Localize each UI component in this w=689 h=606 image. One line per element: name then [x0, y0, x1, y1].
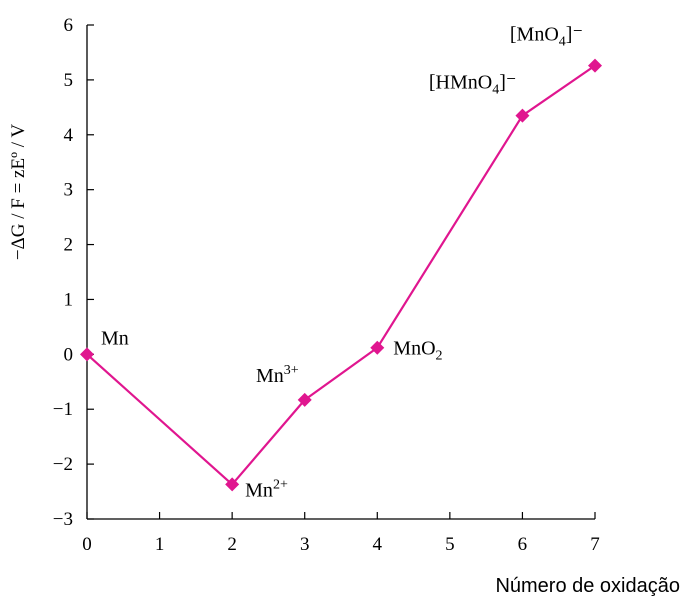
y-tick-label: −1	[53, 399, 73, 420]
data-point-marker	[515, 108, 530, 123]
y-ticks: −3 −2 −1 0 1 2 3 4 5 6	[53, 15, 94, 530]
x-tick-label: 0	[82, 534, 92, 555]
y-tick-label: 1	[64, 289, 74, 310]
data-point-marker	[297, 392, 312, 407]
x-tick-label: 3	[300, 534, 310, 555]
data-point-marker	[225, 477, 240, 492]
x-axis-label: Número de oxidação	[495, 575, 680, 597]
y-tick-label: −3	[53, 509, 73, 530]
point-labels-group: Mn Mn2+ Mn3+ MnO2 [HMnO4]⁻ [MnO4]⁻	[101, 24, 583, 502]
x-tick-label: 7	[590, 534, 600, 555]
y-axis-label: −ΔG / F = zEº / V	[8, 124, 29, 261]
x-tick-label: 6	[518, 534, 528, 555]
x-tick-label: 4	[373, 534, 383, 555]
x-ticks: 0 1 2 3 4 5 6 7	[82, 512, 600, 555]
y-tick-label: 5	[64, 70, 74, 91]
y-tick-label: −2	[53, 454, 73, 475]
data-point-marker	[80, 347, 94, 362]
species-label: MnO2	[393, 338, 442, 364]
species-label: Mn3+	[256, 363, 299, 387]
y-tick-label: 6	[64, 15, 74, 36]
x-tick-label: 1	[155, 534, 165, 555]
species-label: [HMnO4]⁻	[429, 72, 517, 98]
data-point-marker	[588, 58, 602, 73]
species-label: Mn	[101, 327, 129, 349]
y-tick-label: 4	[64, 125, 74, 146]
y-tick-label: 0	[64, 344, 74, 365]
axes	[86, 25, 595, 520]
x-tick-label: 2	[227, 534, 237, 555]
series-line-group	[86, 64, 596, 486]
series-line	[86, 64, 596, 486]
species-label: [MnO4]⁻	[510, 24, 583, 50]
y-tick-label: 3	[64, 180, 74, 201]
markers-group	[80, 58, 602, 492]
species-label: Mn2+	[245, 477, 288, 501]
x-tick-label: 5	[445, 534, 455, 555]
y-tick-label: 2	[64, 235, 74, 256]
data-point-marker	[370, 340, 385, 355]
